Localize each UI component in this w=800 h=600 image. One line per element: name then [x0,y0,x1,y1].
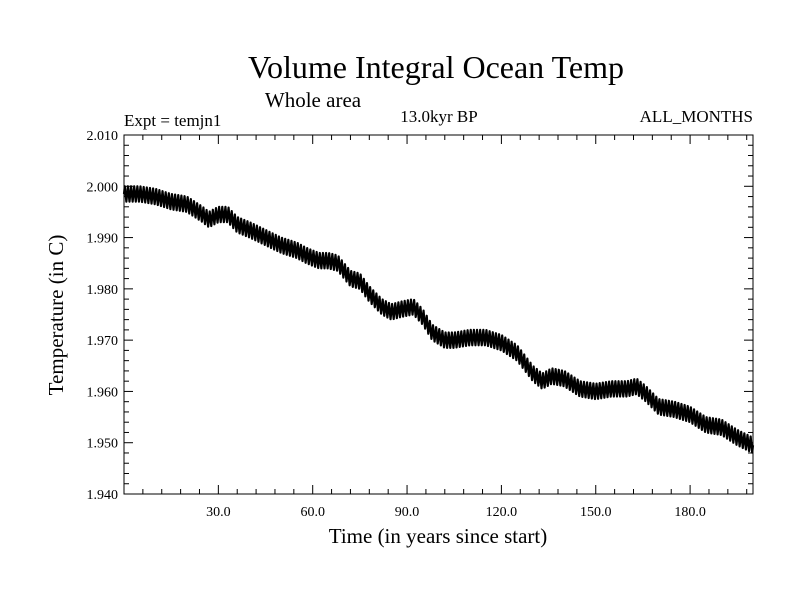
y-tick-label: 2.000 [87,180,119,195]
x-tick-label: 180.0 [674,505,706,520]
chart-title: Volume Integral Ocean Temp [248,49,624,85]
x-tick-label: 150.0 [580,505,612,520]
y-tick-label: 1.970 [87,334,119,349]
y-tick-label: 1.940 [87,488,119,503]
x-axis-label: Time (in years since start) [329,524,548,548]
period-label: 13.0kyr BP [400,107,477,126]
x-tick-label: 120.0 [486,505,518,520]
y-tick-label: 1.990 [87,232,119,247]
plot-frame [123,134,754,495]
series-line [122,185,755,454]
axes-layer: 1.940 1.950 1.960 1.970 1.980 1.990 2.000 2.010… [87,129,753,520]
y-tick-label: 2.010 [87,129,119,144]
x-tick-label: 90.0 [395,505,420,520]
y-tick-label: 1.950 [87,437,119,452]
x-tick-label: 30.0 [206,505,231,520]
y-tick-label: 1.980 [87,283,119,298]
chart-subtitle: Whole area [265,88,362,112]
y-tick-label: 1.960 [87,385,119,400]
months-label: ALL_MONTHS [640,107,753,126]
experiment-label: Expt = temjn1 [124,111,221,130]
y-axis-label: Temperature (in C) [44,235,68,396]
x-tick-label: 60.0 [300,505,325,520]
